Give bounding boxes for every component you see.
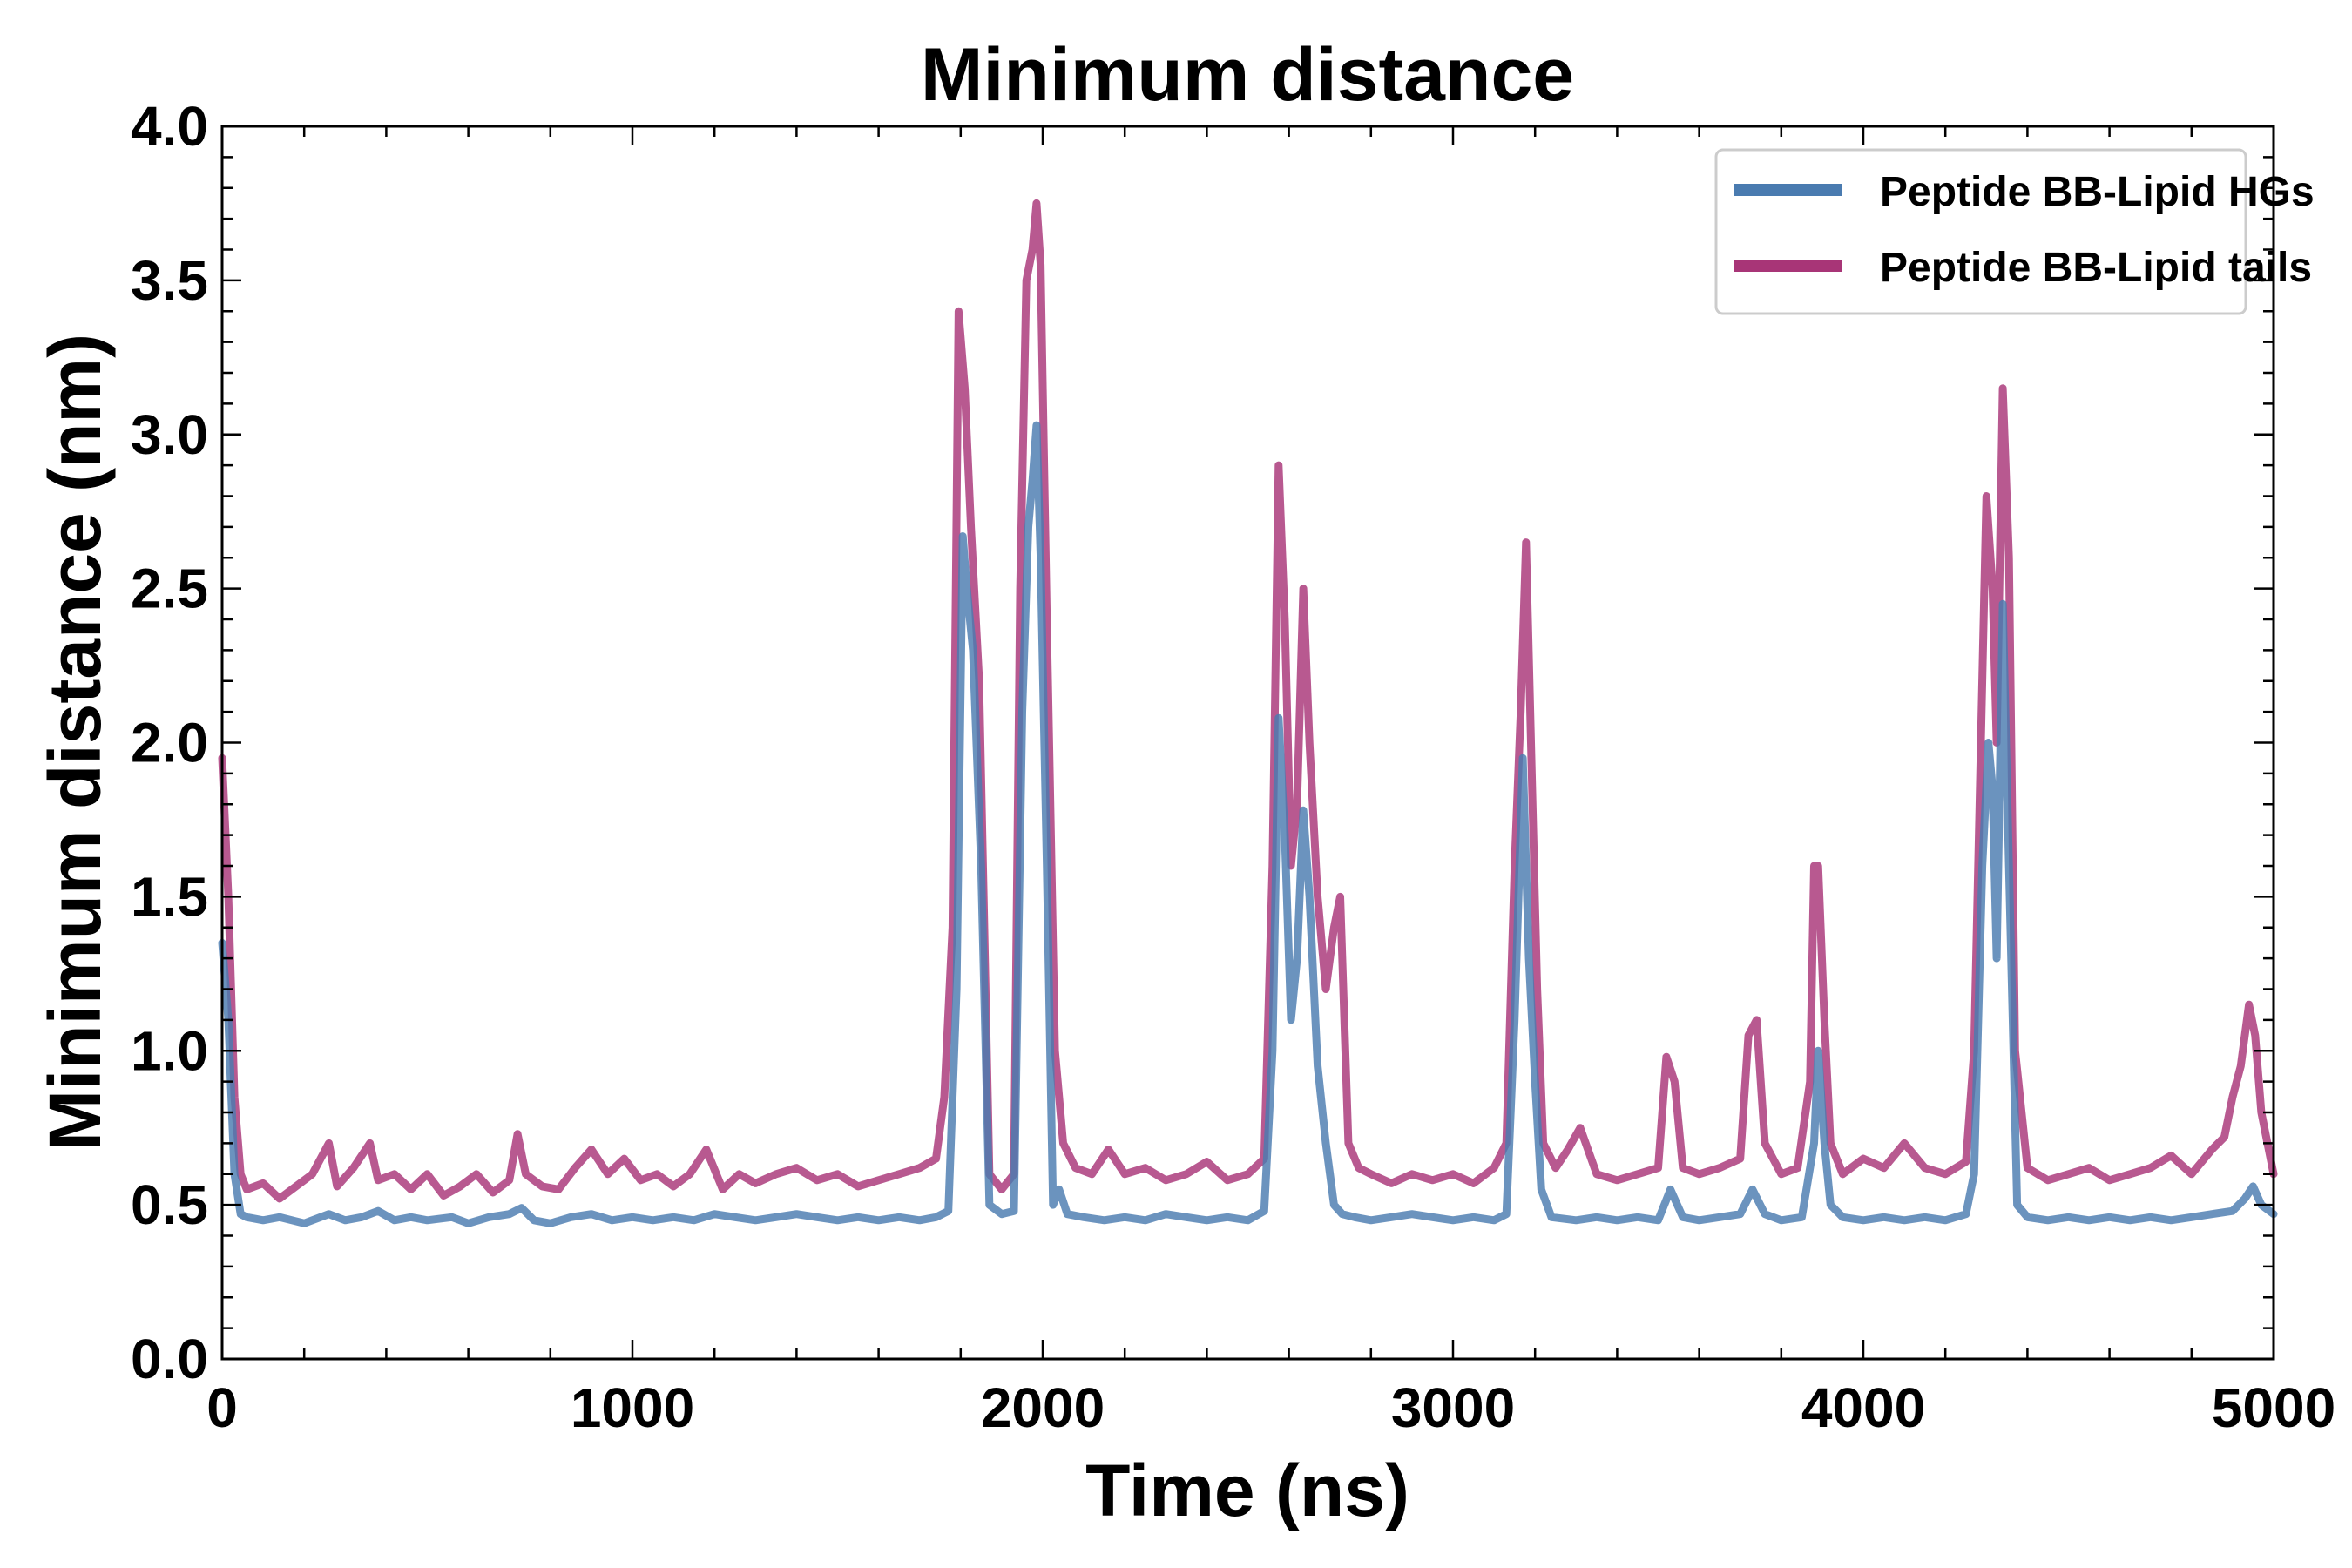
x-tick-label: 5000 [2212, 1376, 2335, 1439]
y-tick-label: 2.0 [131, 712, 208, 774]
y-tick-label: 2.5 [131, 558, 208, 620]
y-tick-label: 4.0 [131, 95, 208, 158]
legend-box [1714, 148, 2247, 315]
x-tick-label: 1000 [571, 1376, 694, 1439]
x-tick-label: 2000 [981, 1376, 1105, 1439]
y-tick-label: 0.0 [131, 1328, 208, 1390]
series-line-hgs [218, 421, 2278, 1227]
x-tick-label: 3000 [1391, 1376, 1515, 1439]
y-tick-label: 1.0 [131, 1019, 208, 1082]
legend-label-tails: Peptide BB-Lipid tails [1880, 245, 2312, 291]
y-tick-label: 0.5 [131, 1173, 208, 1236]
x-tick-label: 0 [206, 1376, 238, 1439]
x-tick-label: 4000 [1801, 1376, 1925, 1439]
y-axis-title: Minimum distance (nm) [34, 334, 116, 1151]
series-line-tails [218, 199, 2278, 1203]
legend-label-hgs: Peptide BB-Lipid HGs [1880, 169, 2315, 215]
ticks-layer [220, 125, 2275, 1361]
series-layer [218, 199, 2278, 1227]
y-tick-label: 3.0 [131, 403, 208, 466]
y-tick-label: 1.5 [131, 865, 208, 928]
x-axis-title: Time (ns) [1085, 1450, 1409, 1531]
y-tick-labels: 0.0 0.5 1.0 1.5 2.0 2.5 3.0 3.5 4.0 [131, 95, 208, 1390]
chart-title: Minimum distance [921, 33, 1574, 117]
legend: Peptide BB-Lipid HGs Peptide BB-Lipid ta… [1714, 148, 2315, 315]
x-tick-labels: 0 1000 2000 3000 4000 5000 [206, 1376, 2335, 1439]
y-tick-label: 3.5 [131, 249, 208, 312]
